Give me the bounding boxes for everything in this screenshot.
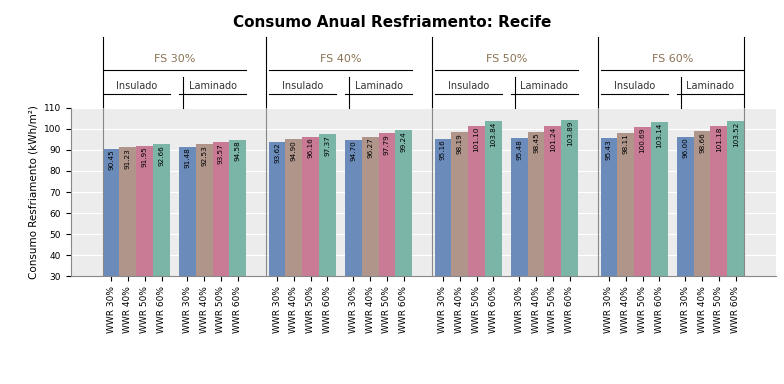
Bar — [303, 137, 319, 276]
Text: 91.48: 91.48 — [184, 147, 191, 168]
Bar — [269, 142, 285, 276]
Bar — [561, 121, 578, 276]
Text: Consumo Anual Resfriamento: Recife: Consumo Anual Resfriamento: Recife — [233, 15, 551, 30]
Text: 90.45: 90.45 — [108, 149, 114, 170]
Bar — [119, 147, 136, 276]
Text: 101.10: 101.10 — [474, 127, 480, 152]
Text: 92.66: 92.66 — [158, 145, 165, 166]
Bar — [212, 142, 230, 276]
Bar — [617, 132, 634, 276]
Text: 95.43: 95.43 — [606, 139, 612, 160]
Text: 96.00: 96.00 — [682, 138, 688, 159]
Text: 99.24: 99.24 — [401, 131, 407, 152]
Bar — [179, 147, 196, 276]
Text: 100.69: 100.69 — [640, 128, 645, 153]
Text: 93.62: 93.62 — [274, 143, 280, 164]
Bar — [136, 146, 153, 276]
Text: 95.48: 95.48 — [516, 139, 522, 160]
Bar — [677, 137, 694, 276]
Bar — [379, 133, 395, 276]
Text: 91.95: 91.95 — [142, 146, 147, 167]
Text: FS 30%: FS 30% — [154, 54, 195, 64]
Bar — [319, 134, 336, 276]
Bar — [285, 139, 303, 276]
Text: 96.16: 96.16 — [307, 137, 314, 158]
Text: Laminado: Laminado — [521, 81, 568, 91]
Text: 94.58: 94.58 — [234, 141, 241, 161]
Text: Laminado: Laminado — [188, 81, 237, 91]
Text: 101.24: 101.24 — [550, 127, 556, 152]
Text: 98.11: 98.11 — [622, 133, 629, 154]
Bar — [230, 140, 246, 276]
Text: 92.53: 92.53 — [201, 145, 207, 166]
Bar — [485, 121, 502, 276]
Bar — [544, 126, 561, 276]
Text: FS 60%: FS 60% — [652, 54, 693, 64]
Text: Insulado: Insulado — [116, 81, 157, 91]
Text: 103.89: 103.89 — [567, 121, 572, 146]
Text: Laminado: Laminado — [687, 81, 735, 91]
Text: Laminado: Laminado — [354, 81, 402, 91]
Text: Insulado: Insulado — [448, 81, 489, 91]
Text: 91.23: 91.23 — [125, 148, 131, 169]
Bar — [452, 132, 468, 276]
Bar — [710, 126, 728, 276]
Text: 98.45: 98.45 — [533, 132, 539, 153]
Text: 94.90: 94.90 — [291, 140, 297, 161]
Bar — [601, 138, 617, 276]
Y-axis label: Consumo Resfriamento (kWh/m²): Consumo Resfriamento (kWh/m²) — [28, 105, 38, 279]
Bar — [511, 138, 528, 276]
Bar — [634, 127, 651, 276]
Text: FS 40%: FS 40% — [320, 54, 361, 64]
Bar — [103, 149, 119, 276]
Bar — [345, 140, 361, 276]
Text: FS 50%: FS 50% — [485, 54, 527, 64]
Text: 97.79: 97.79 — [384, 134, 390, 155]
Text: 103.84: 103.84 — [491, 121, 496, 147]
Text: 94.70: 94.70 — [350, 141, 356, 161]
Bar — [528, 132, 544, 276]
Text: 97.37: 97.37 — [325, 135, 331, 156]
Text: 96.27: 96.27 — [367, 137, 373, 158]
Text: 93.57: 93.57 — [218, 143, 224, 164]
Bar — [434, 139, 452, 276]
Text: 95.16: 95.16 — [440, 139, 446, 160]
Bar — [468, 126, 485, 276]
Bar — [728, 121, 744, 276]
Text: Insulado: Insulado — [614, 81, 655, 91]
Text: Insulado: Insulado — [281, 81, 323, 91]
Text: 103.14: 103.14 — [656, 122, 662, 148]
Bar — [196, 144, 212, 276]
Text: 101.18: 101.18 — [716, 127, 722, 152]
Text: 103.52: 103.52 — [733, 122, 739, 147]
Bar — [694, 131, 710, 276]
Bar — [651, 122, 668, 276]
Bar — [153, 144, 170, 276]
Text: 98.66: 98.66 — [699, 132, 705, 153]
Bar — [395, 130, 412, 276]
Text: 98.19: 98.19 — [457, 133, 463, 154]
Bar — [361, 137, 379, 276]
